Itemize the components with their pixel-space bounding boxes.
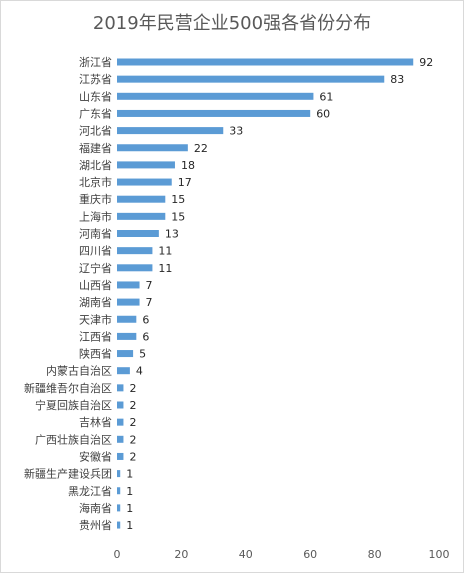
x-tick-label: 0 (114, 548, 121, 561)
bar (117, 195, 166, 203)
bar (117, 212, 166, 220)
bar (117, 367, 130, 375)
category-label: 广东省 (79, 107, 112, 120)
bar (117, 315, 137, 323)
category-label: 福建省 (79, 141, 112, 155)
data-label: 1 (126, 485, 133, 498)
category-label: 浙江省 (79, 56, 112, 69)
x-tick-label: 100 (429, 548, 450, 561)
data-label: 33 (229, 125, 243, 138)
data-label: 2 (129, 450, 136, 463)
bar (117, 230, 159, 237)
bar (117, 161, 175, 169)
category-label: 贵州省 (79, 519, 112, 532)
category-label: 河北省 (79, 125, 112, 138)
x-tick-label: 60 (303, 548, 317, 561)
bar (117, 281, 140, 289)
category-label: 内蒙古自治区 (46, 364, 112, 378)
data-label: 22 (194, 142, 208, 155)
data-label: 60 (316, 107, 330, 120)
bar (117, 418, 124, 426)
data-label: 92 (419, 56, 433, 69)
category-label: 上海市 (79, 209, 112, 223)
bar (117, 332, 137, 340)
category-label: 江西省 (79, 330, 112, 343)
category-label: 吉林省 (79, 415, 112, 429)
data-label: 17 (178, 176, 192, 189)
data-label: 18 (181, 159, 195, 172)
category-label: 陕西省 (79, 347, 112, 361)
data-label: 5 (139, 348, 146, 361)
data-label: 11 (158, 245, 172, 258)
data-label: 7 (146, 296, 153, 309)
data-label: 13 (165, 228, 179, 241)
category-label: 广西壮族自治区 (35, 432, 112, 446)
category-label: 江苏省 (79, 73, 112, 86)
category-label: 宁夏回族自治区 (35, 398, 112, 412)
category-labels: 浙江省江苏省山东省广东省河北省福建省湖北省北京市重庆市上海市河南省四川省辽宁省山… (24, 56, 112, 532)
category-label: 湖南省 (79, 296, 112, 309)
category-label: 北京市 (79, 175, 112, 189)
category-label: 四川省 (79, 245, 112, 258)
data-label: 2 (129, 416, 136, 429)
category-label: 辽宁省 (79, 261, 112, 275)
data-label: 83 (390, 73, 404, 86)
data-label: 2 (129, 399, 136, 412)
bar (117, 487, 121, 495)
x-axis-ticks: 0 20 40 60 80 100 (114, 548, 450, 561)
bar (117, 521, 121, 529)
bar (117, 109, 311, 117)
bar (117, 178, 172, 186)
bar (117, 58, 414, 66)
data-label: 1 (126, 519, 133, 532)
bar (117, 384, 124, 392)
bar (117, 452, 124, 460)
data-label: 15 (171, 210, 185, 223)
x-tick-label: 40 (239, 548, 253, 561)
bar (117, 401, 124, 409)
data-label: 2 (129, 382, 136, 395)
category-label: 重庆市 (79, 192, 112, 206)
bar (117, 92, 314, 100)
data-label: 6 (142, 330, 149, 343)
bar (117, 144, 188, 152)
x-tick-label: 20 (174, 548, 188, 561)
data-label: 2 (129, 433, 136, 446)
chart-title: 2019年民营企业500强各省份分布 (92, 13, 372, 34)
bar (117, 350, 134, 358)
category-label: 黑龙江省 (68, 485, 112, 498)
bar (117, 298, 140, 306)
bar (117, 504, 121, 512)
data-label: 1 (126, 468, 133, 481)
data-label: 1 (126, 502, 133, 515)
category-label: 安徽省 (79, 449, 112, 463)
category-label: 湖北省 (79, 159, 112, 172)
bar (117, 264, 153, 272)
value-labels: 9283616033221817151513111177665422222111… (126, 56, 433, 532)
data-label: 4 (136, 365, 143, 378)
bar (117, 247, 153, 255)
bars-layer (117, 58, 414, 529)
data-label: 7 (146, 279, 153, 292)
category-label: 天津市 (79, 312, 112, 326)
category-label: 新疆生产建设兵团 (24, 467, 112, 481)
bar (117, 435, 124, 443)
data-label: 6 (142, 313, 149, 326)
data-label: 11 (158, 262, 172, 275)
bar (117, 470, 121, 478)
data-label: 61 (319, 90, 333, 103)
category-label: 山东省 (79, 90, 112, 103)
x-tick-label: 80 (368, 548, 382, 561)
category-label: 新疆维吾尔自治区 (24, 381, 112, 395)
category-label: 山西省 (79, 279, 112, 292)
bar (117, 127, 224, 135)
data-label: 15 (171, 193, 185, 206)
category-label: 河南省 (79, 228, 112, 241)
bar (117, 75, 385, 83)
category-label: 海南省 (79, 501, 112, 515)
